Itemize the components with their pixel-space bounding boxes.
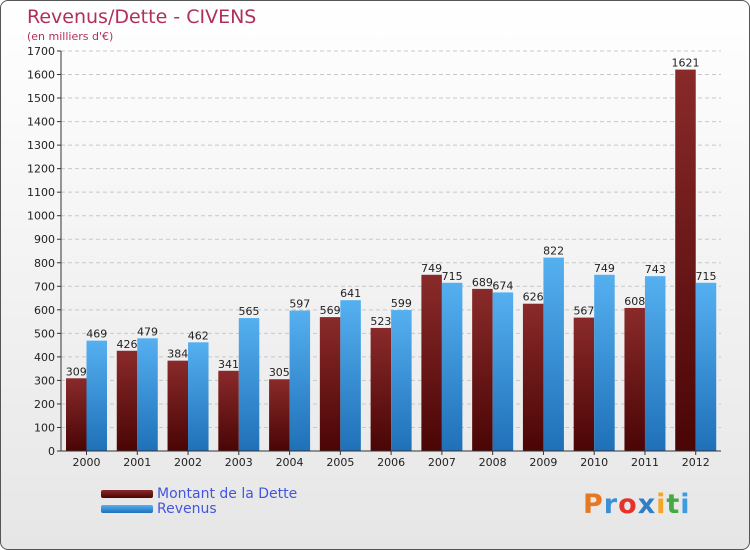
- y-tick-label: 1100: [27, 186, 55, 199]
- bar-revenue-2004: [289, 310, 311, 451]
- x-tick-label: 2012: [682, 456, 710, 469]
- bar-debt-2005: [319, 317, 341, 451]
- x-tick-label: 2003: [225, 456, 253, 469]
- bar-revenue-2001: [137, 338, 158, 451]
- bar-debt-2009: [522, 303, 544, 451]
- data-label-revenue: 469: [86, 328, 107, 341]
- data-label-revenue: 715: [442, 270, 463, 283]
- logo-letter: o: [618, 489, 638, 520]
- data-label-revenue: 749: [594, 262, 615, 275]
- bar-revenue-2003: [238, 318, 260, 451]
- data-label-revenue: 715: [695, 270, 716, 283]
- bar-debt-2007: [421, 274, 442, 451]
- y-tick-label: 700: [34, 280, 55, 293]
- y-tick-label: 300: [34, 374, 55, 387]
- data-label-revenue: 743: [645, 263, 666, 276]
- bar-revenue-2002: [188, 342, 209, 451]
- x-tick-label: 2002: [174, 456, 202, 469]
- legend-swatch-debt: [101, 490, 153, 498]
- y-tick-label: 400: [34, 351, 55, 364]
- data-label-debt: 1621: [671, 57, 699, 70]
- legend-label-revenue: Revenus: [157, 501, 217, 517]
- y-tick-label: 900: [34, 233, 55, 246]
- logo-letter: P: [583, 489, 604, 520]
- bar-revenue-2007: [441, 282, 463, 451]
- data-label-debt: 309: [66, 365, 87, 378]
- y-tick-label: 1200: [27, 163, 55, 176]
- data-label-debt: 689: [472, 276, 493, 289]
- y-tick-label: 100: [34, 421, 55, 434]
- x-tick-label: 2011: [631, 456, 659, 469]
- y-tick-label: 800: [34, 257, 55, 270]
- data-label-revenue: 822: [543, 245, 564, 258]
- data-label-revenue: 462: [188, 329, 209, 342]
- data-label-debt: 626: [523, 291, 544, 304]
- logo-letter: r: [603, 489, 619, 520]
- proxiti-logo: Proxiti: [583, 489, 691, 520]
- y-tick-label: 1000: [27, 210, 55, 223]
- x-tick-label: 2001: [123, 456, 151, 469]
- chart-subtitle: (en milliers d'€): [27, 30, 114, 43]
- data-label-debt: 384: [167, 348, 188, 361]
- data-label-debt: 567: [573, 305, 594, 318]
- y-tick-label: 1700: [27, 45, 55, 58]
- bar-revenue-2010: [594, 274, 615, 451]
- x-tick-label: 2008: [479, 456, 507, 469]
- bar-debt-2002: [167, 360, 189, 451]
- data-label-debt: 341: [218, 358, 239, 371]
- data-label-revenue: 565: [239, 305, 260, 318]
- data-label-debt: 426: [117, 338, 138, 351]
- y-tick-label: 1400: [27, 116, 55, 129]
- data-label-debt: 523: [370, 315, 391, 328]
- x-tick-label: 2010: [580, 456, 608, 469]
- bar-revenue-2008: [492, 292, 514, 451]
- chart-title: Revenus/Dette - CIVENS: [27, 6, 257, 28]
- y-tick-label: 500: [34, 327, 55, 340]
- bar-revenue-2000: [86, 340, 107, 451]
- bar-revenue-2009: [543, 257, 564, 451]
- bar-revenue-2011: [644, 276, 666, 451]
- data-label-debt: 608: [624, 295, 645, 308]
- data-label-debt: 569: [320, 304, 341, 317]
- x-tick-label: 2004: [276, 456, 304, 469]
- y-tick-label: 600: [34, 304, 55, 317]
- bar-debt-2004: [269, 379, 290, 451]
- data-label-revenue: 641: [340, 287, 361, 300]
- bar-debt-2008: [472, 288, 493, 451]
- x-tick-label: 2006: [377, 456, 405, 469]
- bar-debt-2000: [66, 378, 87, 451]
- data-label-revenue: 597: [289, 298, 310, 311]
- bar-debt-2010: [573, 317, 595, 451]
- y-tick-label: 200: [34, 398, 55, 411]
- logo-letter: t: [666, 489, 681, 520]
- bar-debt-2001: [116, 350, 138, 451]
- y-tick-label: 1300: [27, 139, 55, 152]
- y-tick-label: 1500: [27, 92, 55, 105]
- data-label-debt: 749: [421, 262, 442, 275]
- logo-letter: i: [680, 489, 691, 520]
- x-tick-label: 2009: [529, 456, 557, 469]
- bar-revenue-2012: [695, 282, 717, 451]
- bar-debt-2011: [624, 307, 645, 451]
- y-tick-label: 1600: [27, 69, 55, 82]
- bar-debt-2006: [370, 327, 392, 451]
- x-tick-label: 2005: [326, 456, 354, 469]
- bar-debt-2003: [218, 370, 239, 451]
- data-label-revenue: 479: [137, 325, 158, 338]
- data-label-debt: 305: [269, 366, 290, 379]
- data-label-revenue: 674: [492, 279, 513, 292]
- y-tick-label: 0: [48, 445, 55, 458]
- logo-letter: x: [637, 489, 657, 520]
- x-tick-label: 2007: [428, 456, 456, 469]
- data-label-revenue: 599: [391, 297, 412, 310]
- legend-swatch-revenue: [101, 505, 153, 513]
- bar-debt-2012: [675, 69, 696, 452]
- bar-revenue-2005: [340, 300, 361, 451]
- legend-label-debt: Montant de la Dette: [157, 486, 298, 502]
- logo-letter: i: [656, 489, 667, 520]
- bar-revenue-2006: [391, 310, 412, 451]
- x-tick-label: 2000: [73, 456, 101, 469]
